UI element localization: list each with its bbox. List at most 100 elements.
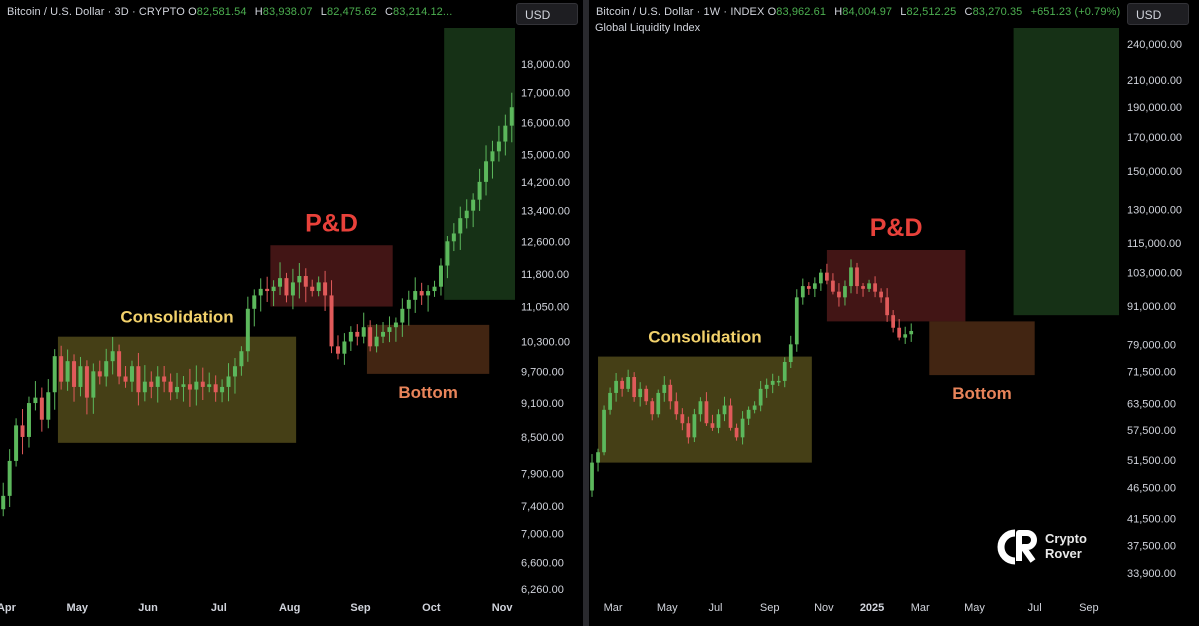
left-candle-body — [123, 376, 128, 382]
right-candle-body — [843, 286, 847, 298]
left-x-tick-label: Jul — [211, 602, 227, 614]
left-x-tick-label: Aug — [279, 602, 300, 614]
left-candle-body — [136, 366, 141, 393]
left-candle-body — [181, 384, 186, 387]
right-candle-body — [596, 452, 600, 463]
left-zone-target — [444, 28, 515, 300]
left-symbol-header: Bitcoin / U.S. Dollar · 3D · CRYPTO O82,… — [7, 6, 457, 18]
left-candle-body — [168, 381, 173, 393]
right-candle-body — [680, 414, 685, 424]
left-candlestick-chart[interactable]: Consolidation P&D Bottom 18,000.00 17,000.00… — [0, 0, 583, 626]
right-candle-body — [806, 286, 811, 289]
logo-line-1: Crypto — [1045, 531, 1087, 546]
right-candle-body — [891, 315, 896, 328]
right-close-value: 83,270.35 — [972, 6, 1023, 18]
left-y-tick-label: 14,200.00 — [521, 177, 570, 189]
right-candle-body — [879, 291, 883, 298]
left-x-tick-label: Jun — [138, 602, 158, 614]
left-candle-body — [239, 351, 244, 367]
right-candle-body — [873, 283, 877, 292]
left-candle-body — [310, 286, 315, 292]
left-candle-body — [413, 291, 418, 300]
right-currency-button[interactable]: USD — [1127, 3, 1189, 25]
right-candle-body — [686, 423, 691, 438]
right-x-tick-label: Nov — [814, 602, 834, 614]
left-candle-body — [252, 295, 257, 309]
left-x-tick-label: Oct — [422, 602, 441, 614]
left-candle-body — [187, 384, 192, 390]
left-candle-body — [65, 361, 70, 382]
right-candle-body — [867, 283, 871, 289]
right-candle-body — [590, 462, 594, 491]
left-open-label: O — [188, 6, 197, 18]
left-candle-body — [509, 107, 514, 126]
right-candle-body — [855, 267, 859, 287]
right-candle-body — [614, 380, 618, 393]
left-candle-body — [194, 381, 199, 390]
left-candle-body — [297, 276, 302, 283]
left-candle-body — [162, 376, 167, 382]
right-candle-body — [620, 380, 624, 389]
left-candle-body — [393, 322, 398, 328]
left-candle-body — [278, 278, 283, 287]
right-change-value: +651.23 (+0.79%) — [1030, 6, 1121, 18]
left-chart-panel: Consolidation P&D Bottom 18,000.00 17,000.00… — [0, 0, 583, 626]
right-y-tick-label: 51,500.00 — [1127, 455, 1176, 467]
left-label-consolidation: Consolidation — [120, 308, 233, 327]
right-candle-body — [903, 334, 908, 338]
right-candle-body — [674, 401, 679, 415]
panel-divider[interactable] — [583, 0, 589, 626]
left-candle-body — [323, 282, 328, 296]
right-candle-body — [668, 384, 673, 402]
right-x-tick-label: May — [657, 602, 678, 614]
right-y-tick-label: 71,500.00 — [1127, 366, 1176, 378]
right-x-tick-label: May — [964, 602, 985, 614]
right-close-label: C — [964, 6, 973, 18]
right-candle-body — [626, 377, 631, 389]
left-candle-body — [155, 376, 160, 387]
right-candle-body — [788, 344, 793, 363]
left-candle-body — [355, 331, 360, 337]
right-candle-body — [752, 405, 757, 410]
left-candle-body — [39, 397, 44, 420]
left-candle-body — [149, 381, 154, 387]
left-candle-body — [400, 308, 405, 323]
left-currency-button[interactable]: USD — [516, 3, 578, 25]
left-y-tick-label: 13,400.00 — [521, 206, 570, 218]
right-candle-body — [837, 291, 841, 298]
right-candle-body — [608, 392, 612, 410]
left-candle-body — [490, 151, 495, 162]
left-y-tick-label: 8,500.00 — [521, 432, 564, 444]
right-candle-body — [885, 297, 889, 316]
right-y-tick-label: 170,000.00 — [1127, 132, 1182, 144]
left-candle-body — [142, 381, 147, 393]
left-candle-body — [265, 288, 270, 292]
right-candle-body — [602, 409, 606, 453]
right-x-tick-label: Sep — [760, 602, 780, 614]
right-candle-body — [831, 280, 835, 292]
left-candle-body — [477, 181, 482, 200]
right-candle-body — [909, 330, 914, 335]
right-y-tick-label: 37,500.00 — [1127, 541, 1176, 553]
right-label-bottom: Bottom — [952, 384, 1011, 403]
right-y-tick-label: 115,000.00 — [1127, 238, 1181, 250]
right-candle-body — [662, 384, 667, 393]
left-y-tick-label: 11,050.00 — [521, 302, 569, 314]
right-candlestick-chart[interactable]: Consolidation P&D Bottom 240,000.00 210,000.… — [589, 0, 1199, 626]
left-candle-body — [419, 291, 424, 296]
right-candle-body — [716, 414, 721, 428]
right-y-tick-label: 190,000.00 — [1127, 102, 1182, 114]
left-close-value: 83,214.12... — [393, 6, 453, 18]
left-zone-bottom — [366, 324, 490, 374]
right-x-tick-label: Jul — [1028, 602, 1042, 614]
left-candle-body — [361, 327, 366, 337]
left-candle-body — [72, 361, 77, 387]
left-candle-body — [52, 356, 57, 393]
left-candle-body — [20, 425, 25, 437]
left-candle-body — [496, 141, 501, 152]
left-y-tick-label: 9,700.00 — [521, 366, 564, 378]
left-low-value: 82,475.62 — [327, 6, 377, 18]
left-y-tick-label: 10,300.00 — [521, 336, 570, 348]
left-candle-body — [97, 371, 102, 377]
left-candle-body — [258, 288, 263, 296]
